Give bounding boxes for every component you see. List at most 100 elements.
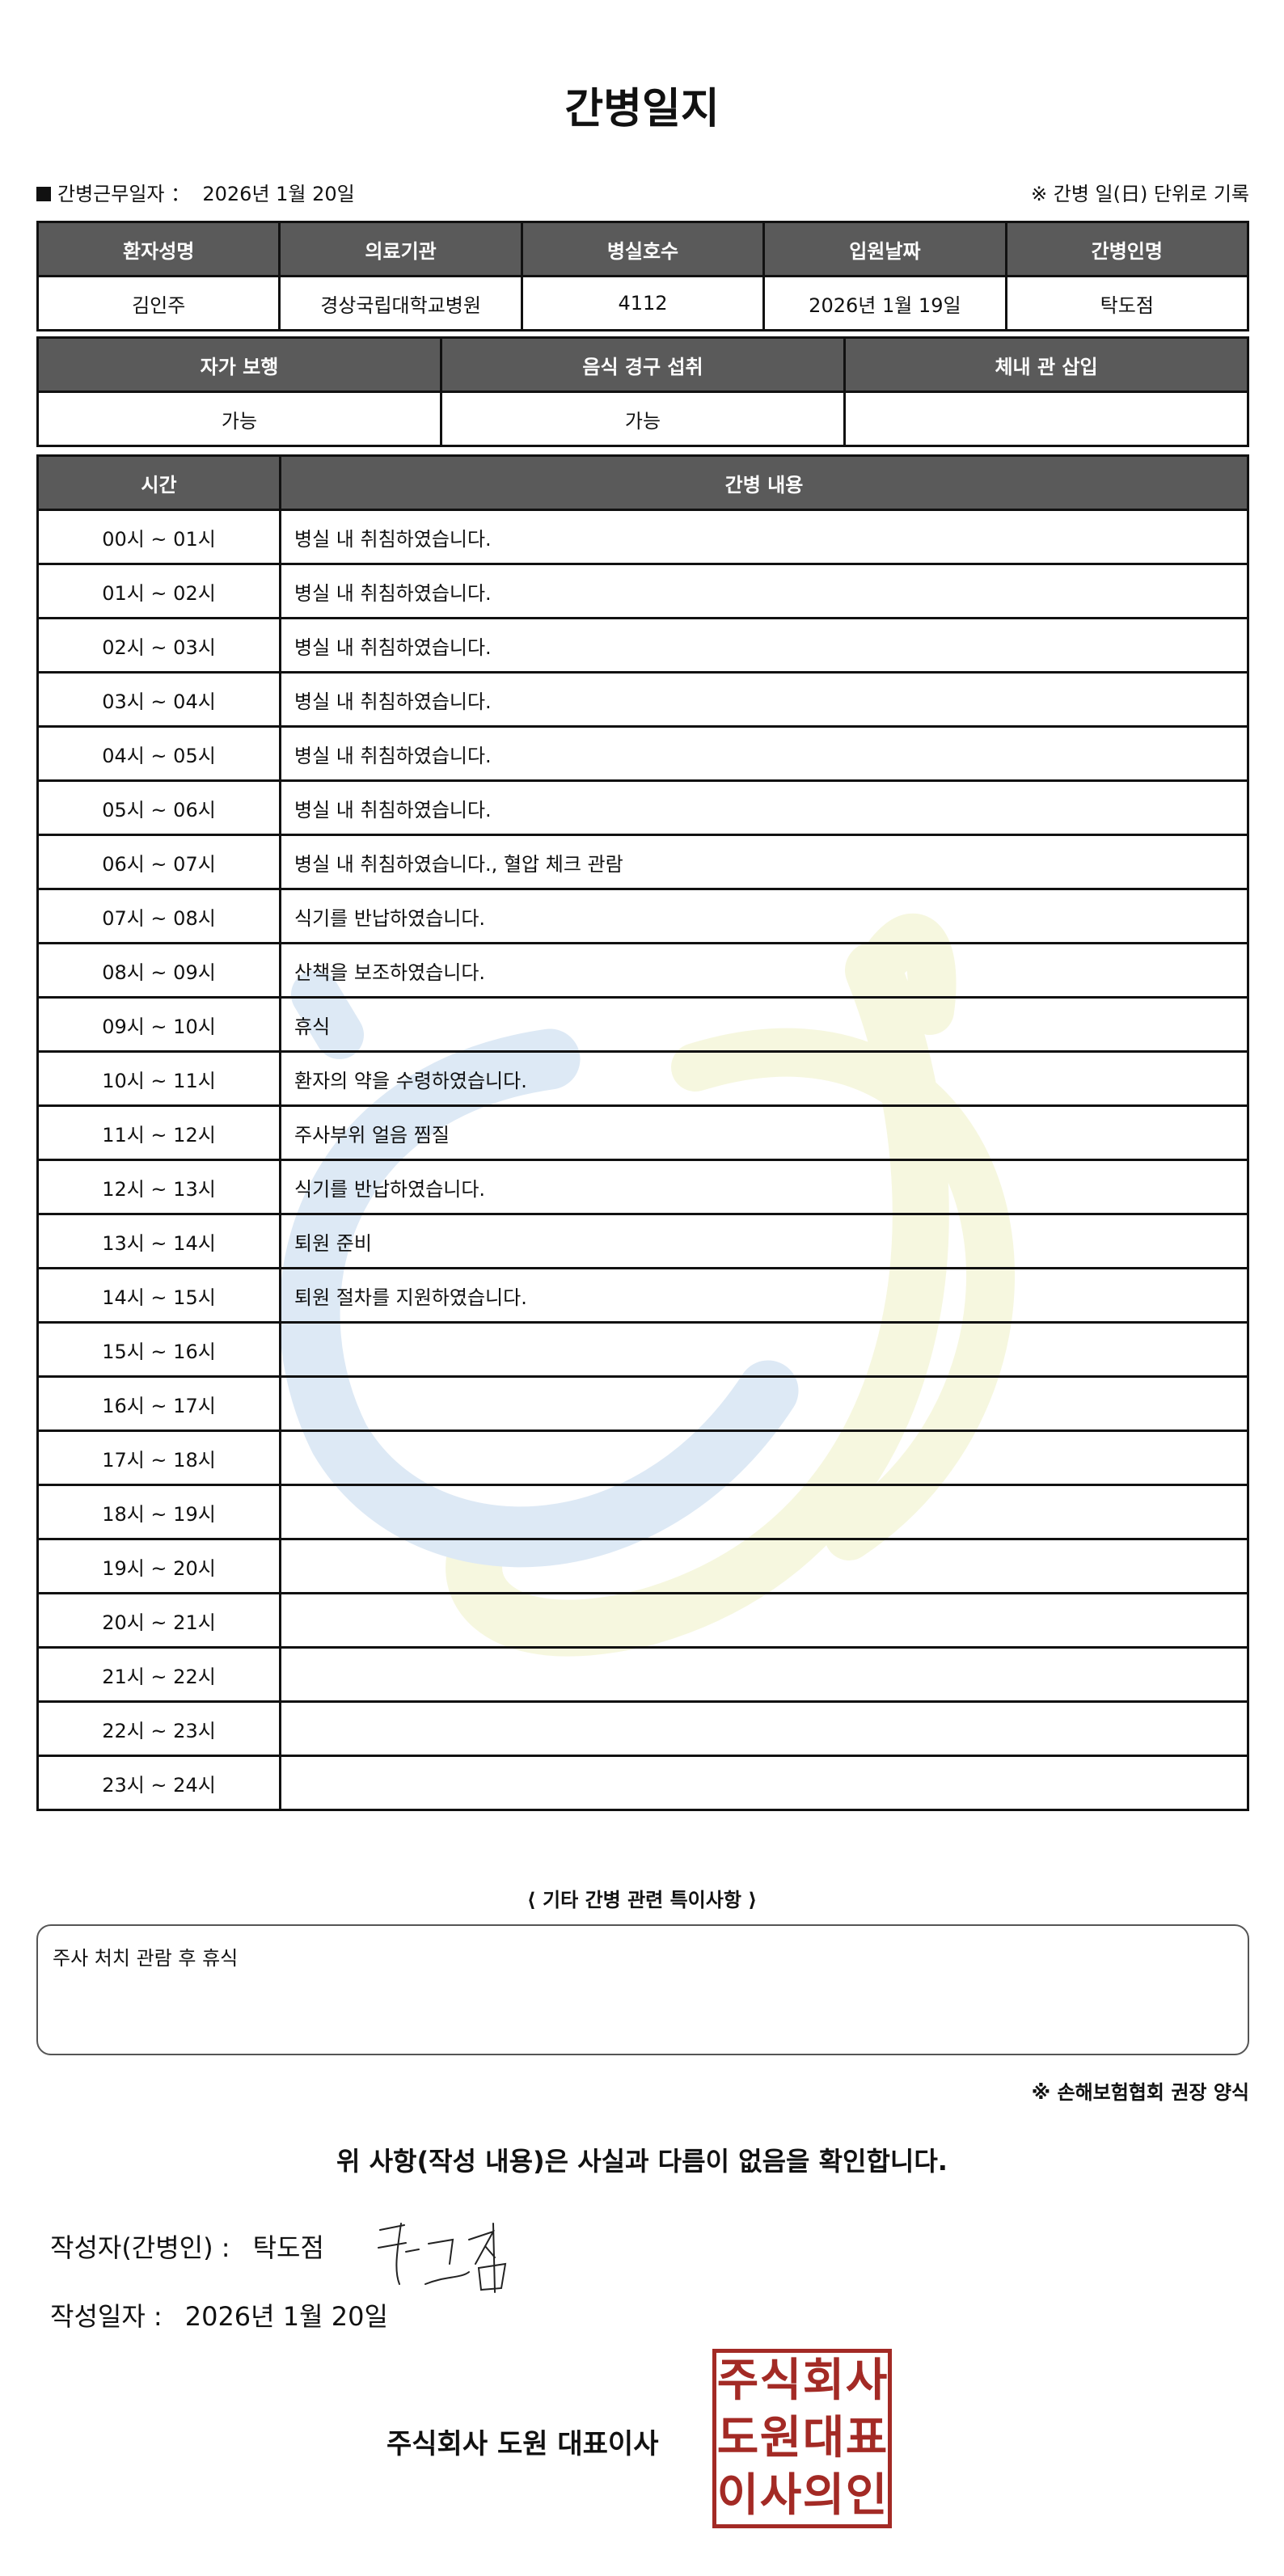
care-content: 병실 내 취침하였습니다. [279, 671, 1249, 728]
special-notes-label: ⟨ 기타 간병 관련 특이사항 ⟩ [526, 1889, 758, 1911]
write-date-label: 작성일자 : [50, 2301, 163, 2332]
care-content [279, 1484, 1249, 1540]
time-slot: 20시 ~ 21시 [36, 1592, 281, 1649]
handwritten-signature [378, 2223, 507, 2293]
header-room: 병실호수 [520, 221, 766, 277]
table-row: 01시 ~ 02시 병실 내 취침하였습니다. [36, 563, 1249, 619]
time-slot: 13시 ~ 14시 [36, 1213, 281, 1269]
care-content [279, 1592, 1249, 1649]
header-oral-intake: 음식 경구 섭취 [440, 336, 846, 393]
care-content: 퇴원 준비 [279, 1213, 1249, 1269]
care-content: 퇴원 절차를 지원하였습니다. [279, 1267, 1249, 1324]
care-content: 주사부위 얼음 찜질 [279, 1104, 1249, 1161]
table-row: 09시 ~ 10시 휴식 [36, 996, 1249, 1053]
header-care-content: 간병 내용 [279, 454, 1249, 511]
hospital: 경상국립대학교병원 [278, 275, 523, 332]
write-date-line: 작성일자 : 2026년 1월 20일 [50, 2296, 388, 2333]
table-row: 16시 ~ 17시 [36, 1375, 1249, 1432]
table-row: 05시 ~ 06시 병실 내 취침하였습니다. [36, 779, 1249, 836]
care-content: 병실 내 취침하였습니다. [279, 563, 1249, 619]
table-row: 15시 ~ 16시 [36, 1321, 1249, 1378]
seal-character: 회 [802, 2354, 845, 2408]
time-slot: 16시 ~ 17시 [36, 1375, 281, 1432]
page-title: 간병일지 [564, 85, 720, 133]
table-row: 21시 ~ 22시 [36, 1646, 1249, 1703]
table-row: 07시 ~ 08시 식기를 반납하였습니다. [36, 888, 1249, 944]
writer-name: 탁도점 [252, 2232, 324, 2263]
care-content: 병실 내 취침하였습니다. [279, 725, 1249, 782]
table-row: 08시 ~ 09시 산책을 보조하였습니다. [36, 942, 1249, 999]
record-unit-note: ※ 간병 일(日) 단위로 기록 [1031, 183, 1249, 205]
tube-insertion-status [843, 391, 1249, 447]
time-slot: 17시 ~ 18시 [36, 1429, 281, 1486]
care-log-table: 시간 간병 내용 00시 ~ 01시 병실 내 취침하였습니다. 01시 ~ 02시… [36, 454, 1249, 1811]
patient-info-table: 환자성명 의료기관 병실호수 입원날짜 간병인명 김인주 경상국립대학교병원 4… [36, 221, 1250, 332]
seal-character: 표 [845, 2411, 888, 2464]
time-slot: 09시 ~ 10시 [36, 996, 281, 1053]
walking-status: 가능 [36, 391, 442, 447]
work-date-info: 간병근무일자 ： 2026년 1월 20일 [36, 178, 355, 206]
admission-date: 2026년 1월 19일 [762, 275, 1007, 332]
care-content [279, 1538, 1249, 1594]
care-content [279, 1321, 1249, 1378]
time-slot: 21시 ~ 22시 [36, 1646, 281, 1703]
time-slot: 19시 ~ 20시 [36, 1538, 281, 1594]
seal-character: 사 [759, 2468, 802, 2522]
care-content: 산책을 보조하였습니다. [279, 942, 1249, 999]
table-row: 13시 ~ 14시 퇴원 준비 [36, 1213, 1249, 1269]
time-slot: 22시 ~ 23시 [36, 1700, 281, 1757]
square-bullet-icon [36, 187, 51, 201]
care-content: 병실 내 취침하였습니다. [279, 779, 1249, 836]
table-row: 04시 ~ 05시 병실 내 취침하였습니다. [36, 725, 1249, 782]
time-slot: 18시 ~ 19시 [36, 1484, 281, 1540]
header-time: 시간 [36, 454, 281, 511]
time-slot: 00시 ~ 01시 [36, 509, 281, 565]
care-content: 식기를 반납하였습니다. [279, 1159, 1249, 1215]
write-date-value: 2026년 1월 20일 [184, 2301, 388, 2332]
writer-label: 작성자(간병인) : [50, 2232, 230, 2263]
time-slot: 10시 ~ 11시 [36, 1050, 281, 1107]
header-tube-insertion: 체내 관 삽입 [843, 336, 1249, 393]
seal-character: 의 [802, 2468, 845, 2522]
table-row: 22시 ~ 23시 [36, 1700, 1249, 1757]
care-content [279, 1375, 1249, 1432]
table-row: 12시 ~ 13시 식기를 반납하였습니다. [36, 1159, 1249, 1215]
work-date-label: 간병근무일자 ： [57, 183, 191, 205]
seal-character: 식 [759, 2354, 802, 2408]
table-row: 10시 ~ 11시 환자의 약을 수령하였습니다. [36, 1050, 1249, 1107]
care-content: 휴식 [279, 996, 1249, 1053]
table-row: 03시 ~ 04시 병실 내 취침하였습니다. [36, 671, 1249, 728]
room-number: 4112 [520, 275, 766, 332]
patient-name: 김인주 [36, 275, 281, 332]
care-content: 환자의 약을 수령하였습니다. [279, 1050, 1249, 1107]
time-slot: 05시 ~ 06시 [36, 779, 281, 836]
time-slot: 14시 ~ 15시 [36, 1267, 281, 1324]
confirmation-statement: 위 사항(작성 내용)은 사실과 다름이 없음을 확인합니다. [336, 2146, 948, 2177]
care-content: 병실 내 취침하였습니다. [279, 617, 1249, 674]
seal-character: 주 [716, 2354, 759, 2408]
care-content [279, 1755, 1249, 1811]
time-slot: 12시 ~ 13시 [36, 1159, 281, 1215]
care-content [279, 1646, 1249, 1703]
time-slot: 02시 ~ 03시 [36, 617, 281, 674]
table-row: 18시 ~ 19시 [36, 1484, 1249, 1540]
recommended-form-note: ※ 손해보험협회 권장 양식 [1031, 2081, 1249, 2104]
care-content: 식기를 반납하였습니다. [279, 888, 1249, 944]
writer-line: 작성자(간병인) : 탁도점 [50, 2228, 324, 2265]
seal-character: 인 [845, 2468, 888, 2522]
time-slot: 11시 ~ 12시 [36, 1104, 281, 1161]
time-slot: 08시 ~ 09시 [36, 942, 281, 999]
header-patient-name: 환자성명 [36, 221, 281, 277]
time-slot: 06시 ~ 07시 [36, 834, 281, 890]
table-row: 11시 ~ 12시 주사부위 얼음 찜질 [36, 1104, 1249, 1161]
seal-character: 대 [802, 2411, 845, 2464]
time-slot: 04시 ~ 05시 [36, 725, 281, 782]
table-row: 17시 ~ 18시 [36, 1429, 1249, 1486]
header-caregiver: 간병인명 [1004, 221, 1250, 277]
seal-character: 원 [759, 2411, 802, 2464]
header-walking: 자가 보행 [36, 336, 442, 393]
table-row: 06시 ~ 07시 병실 내 취침하였습니다., 혈압 체크 관람 [36, 834, 1249, 890]
time-slot: 07시 ~ 08시 [36, 888, 281, 944]
care-content: 병실 내 취침하였습니다., 혈압 체크 관람 [279, 834, 1249, 890]
